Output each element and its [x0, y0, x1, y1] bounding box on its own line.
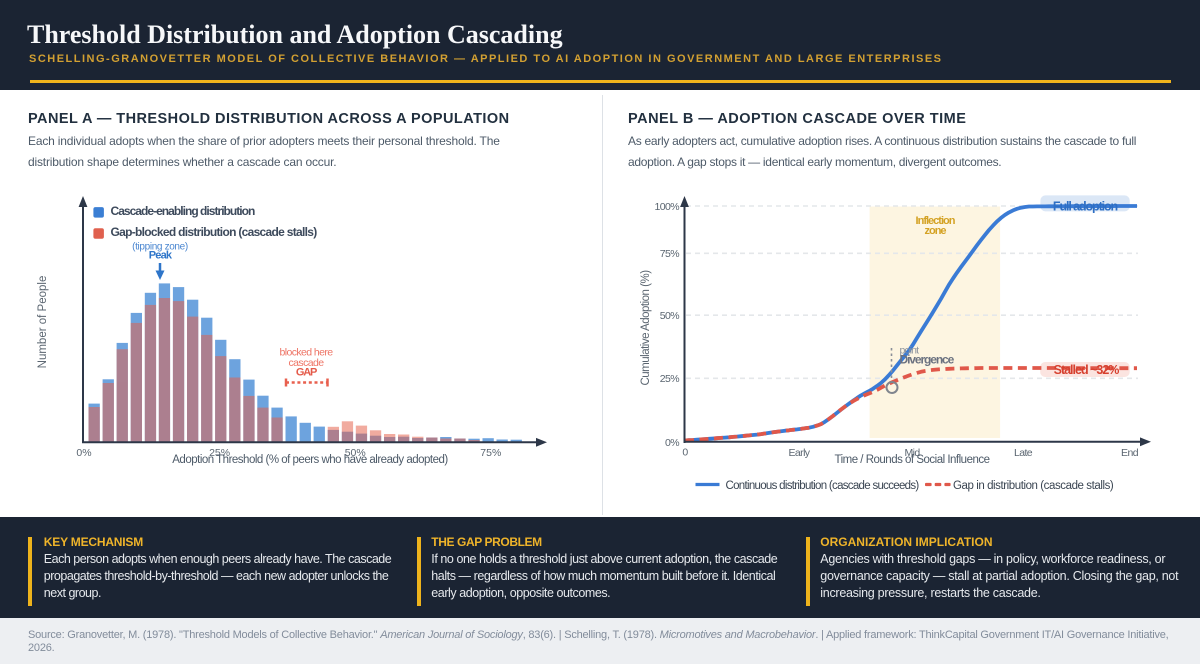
- svg-text:75%: 75%: [660, 248, 679, 260]
- svg-text:100%: 100%: [655, 201, 680, 213]
- svg-text:25%: 25%: [660, 373, 679, 385]
- svg-text:Continuous distribution (casca: Continuous distribution (cascade succeed…: [726, 480, 920, 492]
- svg-text:(tipping zone): (tipping zone): [132, 242, 188, 253]
- svg-text:50%: 50%: [345, 447, 366, 459]
- svg-text:Early: Early: [789, 447, 811, 459]
- svg-text:Stalled ~32%: Stalled ~32%: [1054, 363, 1120, 377]
- svg-text:Late: Late: [1014, 447, 1033, 459]
- svg-text:Gap-blocked distribution (casc: Gap-blocked distribution (cascade stalls…: [111, 225, 318, 239]
- svg-text:Cumulative Adoption (%): Cumulative Adoption (%): [640, 270, 652, 386]
- svg-text:25%: 25%: [209, 447, 230, 459]
- svg-text:Number of People: Number of People: [37, 276, 49, 369]
- svg-text:75%: 75%: [480, 447, 501, 459]
- svg-text:blocked here: blocked here: [280, 347, 334, 359]
- svg-text:Cascade-enabling distribution: Cascade-enabling distribution: [111, 204, 256, 218]
- svg-text:Inflection: Inflection: [916, 215, 956, 227]
- svg-text:Peak: Peak: [149, 250, 173, 262]
- svg-text:End: End: [1121, 447, 1139, 459]
- svg-text:Divergence: Divergence: [900, 353, 955, 367]
- svg-text:50%: 50%: [660, 310, 679, 322]
- svg-text:Mid: Mid: [904, 447, 920, 459]
- svg-text:0: 0: [682, 446, 688, 458]
- svg-text:Time / Rounds of Social Influe: Time / Rounds of Social Influence: [834, 454, 989, 466]
- svg-text:Full adoption: Full adoption: [1053, 200, 1118, 214]
- svg-text:Gap in distribution (cascade s: Gap in distribution (cascade stalls): [953, 480, 1114, 492]
- svg-text:0%: 0%: [76, 447, 91, 459]
- svg-text:0%: 0%: [665, 437, 679, 449]
- svg-text:zone: zone: [924, 225, 946, 237]
- svg-text:Adoption Threshold (% of peers: Adoption Threshold (% of peers who have …: [172, 454, 448, 466]
- svg-text:cascade: cascade: [289, 357, 325, 369]
- svg-text:GAP: GAP: [296, 367, 317, 379]
- svg-text:point: point: [900, 344, 920, 356]
